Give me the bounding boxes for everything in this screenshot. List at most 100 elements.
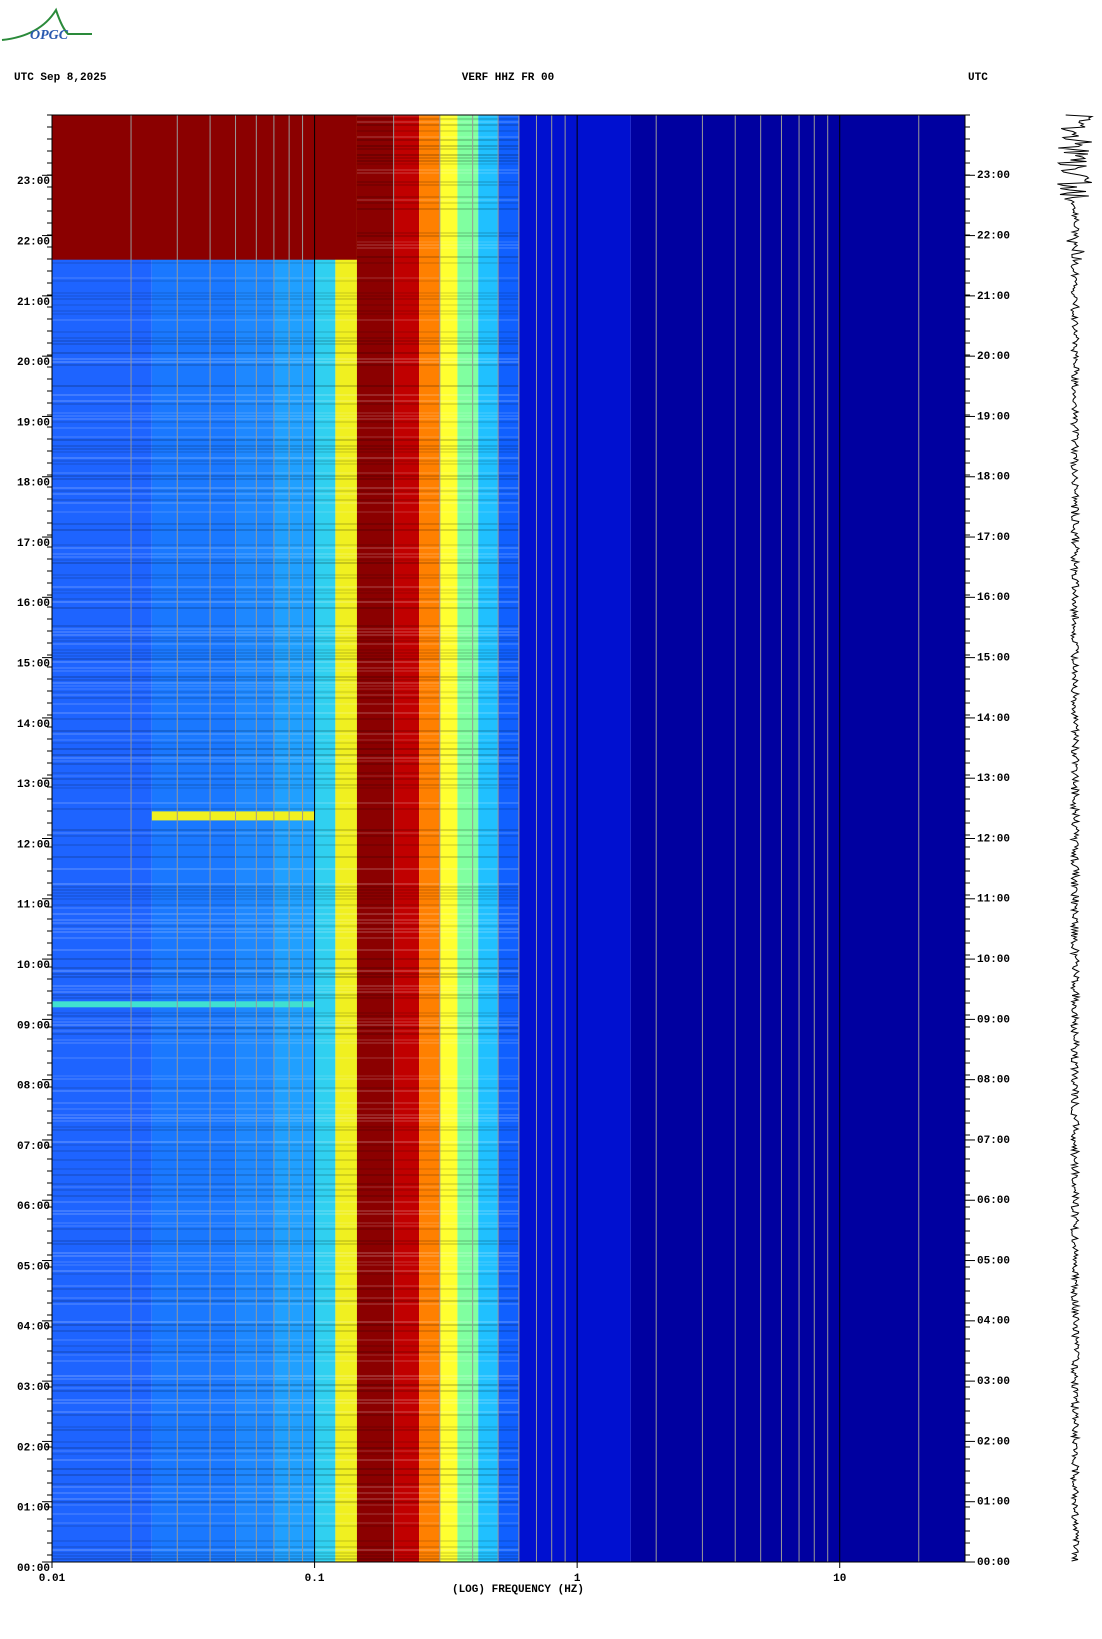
texture-stripe [52,1486,519,1488]
texture-stripe [52,1429,519,1431]
y-tick-label-right: 14:00 [977,713,1010,725]
texture-stripe [52,1522,519,1524]
spectral-band [314,115,336,1562]
texture-stripe [52,1168,519,1170]
texture-stripe [52,1183,519,1185]
texture-stripe [52,919,519,921]
y-tick-label-left: 13:00 [17,779,50,791]
spectral-band [630,115,965,1562]
texture-stripe [52,1501,519,1503]
texture-stripe [52,559,519,561]
texture-stripe [52,784,519,786]
texture-stripe [52,763,519,765]
texture-stripe [52,631,519,633]
texture-stripe [52,907,519,909]
texture-stripe [52,1114,519,1116]
y-tick-label-right: 16:00 [977,592,1010,604]
texture-stripe [52,400,519,402]
texture-stripe [52,685,519,687]
chart-title: VERF HHZ FR 00 [462,72,554,84]
texture-stripe [52,1549,519,1551]
y-tick-label-right: 09:00 [977,1014,1010,1026]
right-label: UTC [968,72,988,84]
texture-stripe [52,1447,519,1449]
spectral-band [518,115,631,1562]
texture-stripe [52,1330,519,1332]
texture-stripe [52,1087,519,1089]
spectral-band [419,115,440,1562]
texture-stripe [52,472,519,474]
texture-stripe [52,712,519,714]
texture-stripe [52,667,519,669]
texture-stripe [52,415,519,417]
texture-stripe [52,544,519,546]
texture-stripe [52,589,519,591]
texture-stripe [52,1018,519,1020]
y-tick-label-right: 12:00 [977,833,1010,845]
spectral-band [498,115,519,1562]
texture-stripe [52,1189,519,1191]
texture-stripe [52,436,519,438]
y-tick-label-right: 06:00 [977,1195,1010,1207]
texture-stripe [52,1384,519,1386]
texture-stripe [52,1078,519,1080]
y-tick-label-left: 10:00 [17,960,50,972]
texture-stripe [52,1108,519,1110]
texture-stripe [52,1378,519,1380]
y-tick-label-left: 00:00 [17,1563,50,1575]
texture-stripe [52,511,519,513]
texture-stripe [52,1273,519,1275]
texture-stripe [52,352,519,354]
texture-stripe [52,688,519,690]
texture-stripe [52,958,519,960]
texture-stripe [52,691,519,693]
texture-stripe [52,1354,519,1356]
texture-stripe [52,421,519,423]
texture-stripe [52,682,519,684]
y-tick-label-left: 03:00 [17,1382,50,1394]
texture-stripe [52,487,519,489]
texture-stripe [52,661,519,663]
seismogram-trace [1056,114,1094,1562]
y-tick-label-left: 23:00 [17,176,50,188]
y-tick-label-right: 05:00 [977,1255,1010,1267]
texture-stripe [52,451,519,453]
texture-stripe [52,427,519,429]
texture-stripe [52,937,519,939]
texture-stripe [52,637,519,639]
texture-stripe [52,340,519,342]
texture-stripe [52,1558,519,1560]
texture-stripe [52,997,519,999]
texture-stripe [52,1201,519,1203]
texture-stripe [52,1492,519,1494]
texture-stripe [52,1252,519,1254]
texture-stripe [52,1033,519,1035]
texture-stripe [52,988,519,990]
y-tick-label-right: 07:00 [977,1135,1010,1147]
texture-stripe [52,1498,519,1500]
texture-stripe [52,1414,519,1416]
y-tick-label-left: 12:00 [17,839,50,851]
spectral-band [393,115,420,1562]
texture-stripe [52,895,519,897]
texture-stripe [52,439,519,441]
date-label: UTC Sep 8,2025 [14,72,107,84]
texture-stripe [52,547,519,549]
texture-stripe [52,775,519,777]
y-tick-label-left: 19:00 [17,417,50,429]
texture-stripe [52,928,519,930]
texture-stripe [52,730,519,732]
texture-stripe [52,670,519,672]
texture-stripe [52,898,519,900]
texture-stripe [52,1375,519,1377]
texture-stripe [52,949,519,951]
y-tick-label-right: 20:00 [977,351,1010,363]
texture-stripe [52,601,519,603]
texture-stripe [52,1303,519,1305]
texture-stripe [52,1504,519,1506]
y-tick-label-right: 04:00 [977,1316,1010,1328]
x-tick-label: 1 [574,1573,581,1585]
texture-stripe [52,772,519,774]
y-tick-label-left: 07:00 [17,1141,50,1153]
